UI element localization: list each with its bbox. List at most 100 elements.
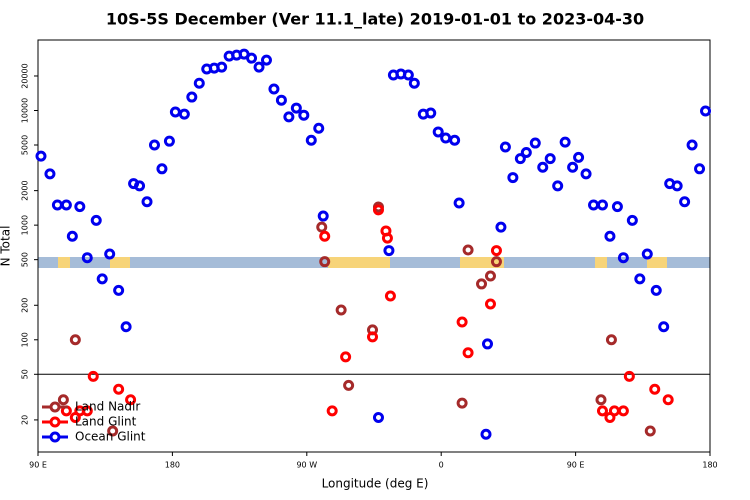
- map-strip-land: [328, 257, 390, 268]
- point: [432, 126, 444, 138]
- y-tick-label: 20000: [21, 63, 30, 88]
- point: [408, 77, 420, 89]
- point: [596, 405, 608, 417]
- legend-marker: [49, 401, 61, 413]
- point: [81, 405, 93, 417]
- point: [641, 248, 653, 260]
- legend-marker: [49, 431, 61, 443]
- point: [476, 278, 488, 290]
- point: [481, 338, 493, 350]
- point: [51, 199, 63, 211]
- y-tick-label: 200: [21, 298, 30, 313]
- point: [74, 201, 86, 213]
- point: [694, 163, 706, 175]
- point: [216, 61, 228, 73]
- point: [650, 284, 662, 296]
- point: [90, 214, 102, 226]
- point: [644, 425, 656, 437]
- point: [596, 199, 608, 211]
- point: [453, 197, 465, 209]
- point: [246, 52, 258, 64]
- point: [163, 135, 175, 147]
- chart-title: 10S-5S December (Ver 11.1_late) 2019-01-…: [106, 10, 644, 29]
- point: [316, 221, 328, 233]
- point: [484, 298, 496, 310]
- point: [69, 334, 81, 346]
- plot-frame: [37, 39, 711, 453]
- point: [268, 83, 280, 95]
- point: [275, 94, 287, 106]
- point: [611, 201, 623, 213]
- legend-label: Land Glint: [75, 415, 137, 429]
- y-tick-label: 500: [21, 252, 30, 267]
- y-tick-label: 5000: [21, 135, 30, 155]
- point: [260, 54, 272, 66]
- point: [326, 405, 338, 417]
- point: [81, 252, 93, 264]
- point: [141, 196, 153, 208]
- point: [480, 428, 492, 440]
- x-tick-label: 90 E: [29, 461, 47, 470]
- point: [125, 394, 137, 406]
- point: [573, 151, 585, 163]
- point: [617, 405, 629, 417]
- map-strip-land: [595, 257, 607, 268]
- point: [66, 230, 78, 242]
- y-tick-label: 50: [21, 369, 30, 379]
- map-strip-land: [460, 257, 504, 268]
- point: [313, 122, 325, 134]
- point: [507, 172, 519, 184]
- legend-marker: [49, 416, 61, 428]
- point: [253, 61, 265, 73]
- point: [499, 141, 511, 153]
- point: [57, 394, 69, 406]
- point: [700, 105, 712, 117]
- point: [372, 411, 384, 423]
- point: [44, 168, 56, 180]
- point: [658, 321, 670, 333]
- y-tick-label: 2000: [21, 180, 30, 200]
- legend-label: Ocean Glint: [75, 430, 146, 444]
- y-axis-label: N Total: [0, 226, 13, 267]
- point: [305, 134, 317, 146]
- point: [35, 150, 47, 162]
- x-tick-label: 90 W: [296, 461, 317, 470]
- point: [649, 383, 661, 395]
- point: [623, 370, 635, 382]
- point: [148, 139, 160, 151]
- point: [462, 347, 474, 359]
- legend-label: Land Nadir: [75, 400, 140, 414]
- point: [662, 394, 674, 406]
- point: [626, 214, 638, 226]
- x-tick-label: 180: [702, 461, 717, 470]
- point: [169, 106, 181, 118]
- point: [383, 245, 395, 257]
- point: [588, 199, 600, 211]
- point: [343, 379, 355, 391]
- point: [340, 351, 352, 363]
- point: [193, 77, 205, 89]
- point: [96, 273, 108, 285]
- point: [605, 334, 617, 346]
- y-tick-label: 1000: [21, 215, 30, 235]
- point: [617, 252, 629, 264]
- point: [104, 248, 116, 260]
- point: [402, 69, 414, 81]
- point: [529, 137, 541, 149]
- point: [113, 383, 125, 395]
- y-tick-label: 10000: [21, 98, 30, 123]
- point: [490, 256, 502, 268]
- map-strip-land: [58, 257, 70, 268]
- point: [440, 132, 452, 144]
- point: [367, 331, 379, 343]
- point: [298, 109, 310, 121]
- point: [120, 321, 132, 333]
- point: [156, 163, 168, 175]
- point: [544, 153, 556, 165]
- point: [595, 394, 607, 406]
- point: [107, 425, 119, 437]
- point: [495, 221, 507, 233]
- point: [552, 180, 564, 192]
- point: [87, 370, 99, 382]
- point: [580, 168, 592, 180]
